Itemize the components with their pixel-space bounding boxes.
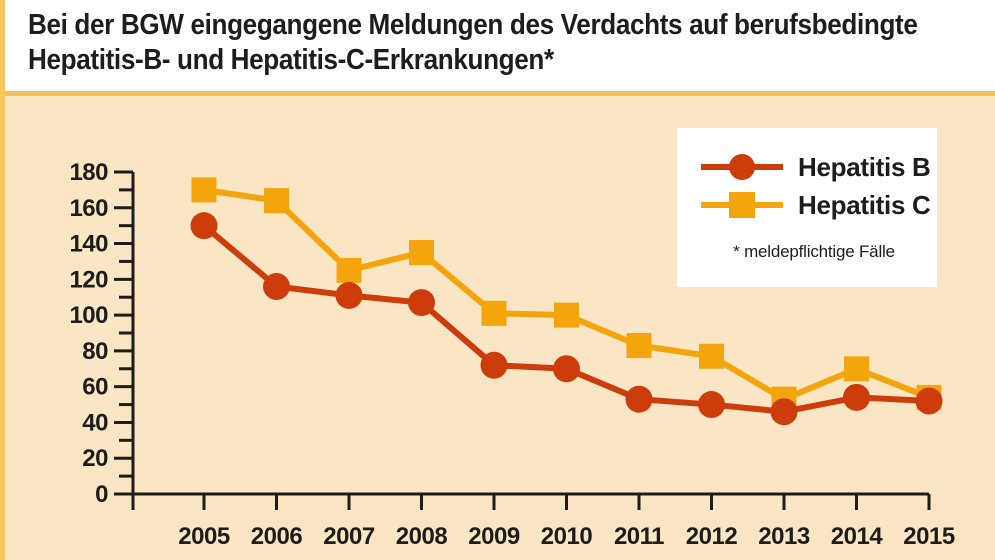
y-tick-label-120: 120 [69, 266, 108, 293]
y-tick-label-60: 60 [82, 374, 108, 401]
hepatitis-c-line-square-icon [701, 191, 783, 219]
y-tick-label-40: 40 [82, 409, 108, 436]
title-divider [0, 91, 995, 96]
data-point-hepatitis-b-2007 [335, 281, 363, 309]
x-tick-label-2006: 2006 [251, 523, 303, 550]
legend-item-hepatitis-b: Hepatitis B [677, 148, 937, 186]
chart-title: Bei der BGW eingegangene Meldungen des V… [28, 8, 918, 78]
data-point-hepatitis-b-2015 [915, 387, 943, 415]
data-point-hepatitis-c-2006 [264, 188, 289, 214]
data-point-hepatitis-b-2010 [553, 355, 580, 383]
data-point-hepatitis-b-2014 [843, 383, 870, 411]
data-point-hepatitis-c-2007 [336, 257, 362, 283]
x-tick-label-2013: 2013 [758, 523, 810, 550]
accent-stripe [0, 0, 5, 560]
hepatitis-b-line-circle-icon [701, 153, 783, 181]
x-tick-label-2009: 2009 [468, 523, 520, 550]
chart-title-line2: Hepatitis-B- und Hepatitis-C-Erkrankunge… [28, 44, 554, 76]
title-bar: Bei der BGW eingegangene Meldungen des V… [0, 0, 995, 91]
data-point-hepatitis-c-2011 [626, 333, 652, 359]
y-tick-label-0: 0 [95, 481, 108, 508]
data-point-hepatitis-b-2006 [263, 272, 290, 300]
x-tick-label-2014: 2014 [831, 523, 884, 550]
data-point-hepatitis-b-2013 [770, 398, 798, 426]
x-tick-label-2007: 2007 [323, 523, 375, 550]
legend-label-hepatitis-b: Hepatitis B [798, 151, 931, 182]
data-point-hepatitis-b-2005 [190, 212, 218, 240]
square-marker-icon [729, 192, 755, 218]
data-point-hepatitis-c-2012 [699, 343, 724, 369]
chart-title-line1: Bei der BGW eingegangene Meldungen des V… [28, 9, 918, 41]
data-point-hepatitis-b-2011 [625, 385, 653, 413]
y-tick-label-180: 180 [69, 159, 108, 186]
y-tick-label-100: 100 [69, 302, 108, 329]
data-point-hepatitis-c-2005 [191, 177, 217, 203]
x-tick-label-2012: 2012 [686, 523, 738, 550]
data-point-hepatitis-c-2009 [481, 300, 507, 326]
data-point-hepatitis-b-2009 [480, 351, 508, 379]
data-point-hepatitis-c-2014 [844, 356, 869, 382]
data-point-hepatitis-c-2008 [409, 240, 434, 265]
y-tick-label-140: 140 [69, 231, 108, 258]
legend: Hepatitis B Hepatitis C * meldepflichtig… [677, 128, 937, 287]
legend-footnote: * meldepflichtige Fälle [733, 242, 895, 261]
data-point-hepatitis-c-2010 [554, 302, 579, 328]
data-point-hepatitis-b-2008 [408, 289, 435, 317]
x-tick-label-2011: 2011 [614, 523, 664, 550]
x-tick-label-2015: 2015 [903, 523, 955, 550]
circle-marker-icon [729, 154, 755, 180]
legend-item-hepatitis-c: Hepatitis C [677, 186, 937, 224]
y-tick-label-80: 80 [82, 338, 108, 365]
x-tick-label-2010: 2010 [541, 523, 593, 550]
legend-label-hepatitis-c: Hepatitis C [798, 189, 931, 220]
x-tick-label-2005: 2005 [178, 523, 230, 550]
x-tick-label-2008: 2008 [396, 523, 448, 550]
y-tick-label-160: 160 [69, 195, 108, 222]
data-point-hepatitis-b-2012 [698, 391, 725, 419]
y-tick-label-20: 20 [82, 445, 108, 472]
